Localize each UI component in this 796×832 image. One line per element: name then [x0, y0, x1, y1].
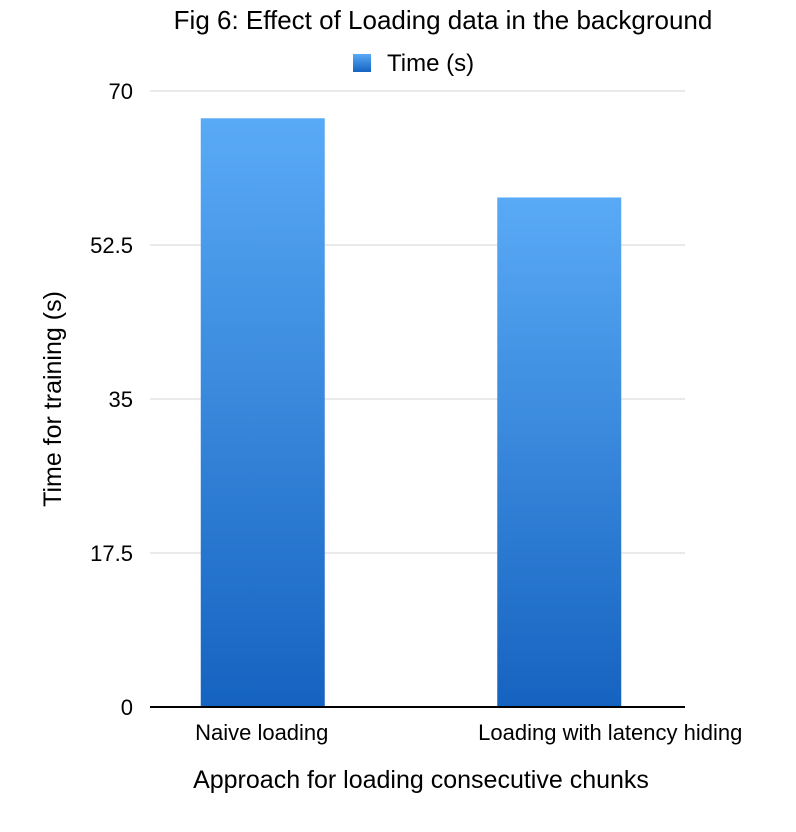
- y-tick-label: 52.5: [90, 233, 133, 258]
- x-axis-labels: Naive loading Loading with latency hiding: [195, 720, 742, 745]
- y-axis-ticks: 0 17.5 35 52.5 70: [90, 79, 133, 720]
- y-tick-label: 0: [121, 695, 133, 720]
- bars: [200, 118, 622, 708]
- bar-loading-with-latency-hiding: [497, 197, 622, 708]
- y-tick-label: 17.5: [90, 541, 133, 566]
- bar-naive-loading: [200, 118, 325, 707]
- x-tick-label: Naive loading: [195, 720, 328, 745]
- y-tick-label: 70: [109, 79, 133, 104]
- legend-label: Time (s): [387, 50, 474, 77]
- y-axis-label: Time for training (s): [39, 291, 67, 507]
- legend: Time (s): [353, 50, 474, 77]
- x-axis-label: Approach for loading consecutive chunks: [193, 766, 649, 794]
- legend-swatch: [353, 54, 371, 72]
- chart-title: Fig 6: Effect of Loading data in the bac…: [174, 5, 713, 35]
- x-tick-label: Loading with latency hiding: [478, 720, 742, 745]
- y-tick-label: 35: [109, 387, 133, 412]
